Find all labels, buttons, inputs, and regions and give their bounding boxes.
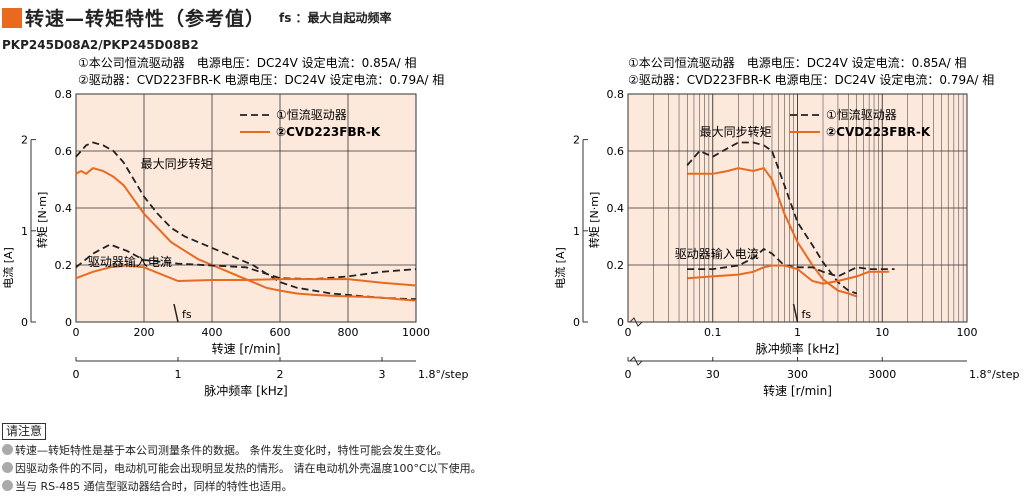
fs-note: fs ：最大自起动频率 [279, 11, 392, 25]
y-tick-label: 0 [617, 316, 624, 329]
secondary-x-axis-label: 脉冲频率 [kHz] [204, 383, 287, 398]
secondary-x-tick-label: 2 [277, 368, 284, 381]
fs-label: fs [182, 308, 192, 321]
note-line-1: 转速—转矩特性是基于本公司测量条件的数据。 条件发生变化时，特性可能会发生变化。 [2, 442, 482, 460]
plot-frame [75, 93, 417, 323]
bullet-icon [2, 462, 13, 473]
series-constant-current-torque-line [75, 141, 417, 301]
fs-label: fs [802, 308, 812, 321]
step-angle-label: 1.8°/step [418, 368, 469, 381]
torque-axis-label: 转矩 [N·m] [35, 192, 49, 249]
secondary-x-axis-label: 转速 [r/min] [763, 383, 832, 398]
current-axis-label: 电流 [A] [553, 247, 567, 289]
input-current-annotation: 驱动器输入电流 [88, 254, 172, 269]
series-cvd-current-line [687, 264, 889, 285]
secondary-x-tick-label: 1 [175, 368, 182, 381]
secondary-x-tick-label: 3000 [868, 368, 896, 381]
x-axis-label: 转速 [r/min] [212, 341, 281, 356]
title-row: 转速—转矩特性（参考值） fs ：最大自起动频率 [2, 4, 392, 31]
legend-label: ①恒流驱动器 [826, 108, 897, 122]
legend-label: ②CVD223FBR-K [826, 125, 931, 139]
fs-marker-line [173, 303, 179, 323]
y-tick-label: 0.4 [607, 202, 625, 215]
x-axis-label: 脉冲频率 [kHz] [756, 341, 839, 356]
y-tick-label: 0.6 [607, 145, 625, 158]
series-constant-current-current-line [75, 243, 417, 281]
series-cvd-torque-line [687, 166, 858, 298]
y-tick-label: 0.8 [55, 88, 73, 101]
y-tick-label: 0.6 [55, 145, 73, 158]
note-line-2: 因驱动条件的不同，电动机可能会出现明显发热的情形。 请在电动机外壳温度100°C… [2, 460, 482, 478]
y-tick-label: 0.2 [607, 259, 625, 272]
x-tick-label: 1000 [402, 326, 430, 339]
current-tick-label: 0 [21, 316, 28, 329]
series-cvd-current-line [75, 264, 417, 287]
x-tick-label: 0 [625, 326, 632, 339]
legend-label: ①恒流驱动器 [276, 108, 347, 122]
current-tick-label: 0 [573, 316, 580, 329]
current-tick-label: 1 [21, 225, 28, 238]
legend-label: ②CVD223FBR-K [276, 125, 381, 139]
x-tick-label: 600 [270, 326, 291, 339]
secondary-x-tick-label: 30 [706, 368, 720, 381]
pullout-torque-annotation: 最大同步转矩 [700, 124, 772, 139]
x-tick-label: 0 [73, 326, 80, 339]
bullet-icon [2, 444, 13, 455]
title-marker [2, 7, 22, 28]
series-constant-current-current-line [687, 247, 895, 278]
condition-text: ①本公司恒流驱动器 电源电压：DC24V 设定电流：0.85A/ 相 [628, 55, 966, 70]
fs-marker-line [792, 303, 799, 323]
note-line-3: 当与 RS-485 通信型驱动器结合时，同样的特性也适用。 [2, 478, 482, 496]
x-tick-label: 100 [957, 326, 978, 339]
current-tick-label: 1 [573, 225, 580, 238]
x-tick-label: 1 [794, 326, 801, 339]
current-tick-label: 2 [21, 134, 28, 147]
y-tick-label: 0.4 [55, 202, 73, 215]
y-tick-label: 0.2 [55, 259, 73, 272]
charts-svg: ①本公司恒流驱动器 电源电压：DC24V 设定电流：0.85A/ 相 ②驱动器：C… [1, 55, 1020, 398]
x-tick-label: 400 [202, 326, 223, 339]
torque-axis-label: 转矩 [N·m] [587, 192, 601, 249]
page-title: 转速—转矩特性（参考值） [25, 8, 266, 30]
condition-text: ①本公司恒流驱动器 电源电压：DC24V 设定电流：0.85A/ 相 [78, 55, 416, 70]
secondary-x-tick-label: 0 [73, 368, 80, 381]
x-tick-label: 200 [134, 326, 155, 339]
step-angle-label: 1.8°/step [969, 368, 1020, 381]
axis-break-mark [629, 317, 643, 327]
secondary-x-tick-label: 300 [787, 368, 808, 381]
condition-text: ②驱动器：CVD223FBR-K 电源电压：DC24V 设定电流：0.79A/ … [78, 72, 444, 87]
condition-text: ②驱动器：CVD223FBR-K 电源电压：DC24V 设定电流：0.79A/ … [628, 72, 994, 87]
bullet-icon [2, 480, 13, 491]
secondary-x-tick-label: 0 [625, 368, 632, 381]
current-axis-label: 电流 [A] [1, 247, 15, 289]
x-tick-label: 0.1 [704, 326, 722, 339]
axis-break-mark [629, 356, 643, 366]
pullout-torque-annotation: 最大同步转矩 [141, 156, 213, 171]
secondary-x-tick-label: 3 [379, 368, 386, 381]
y-tick-label: 0 [65, 316, 72, 329]
x-tick-label: 800 [338, 326, 359, 339]
notes-heading: 请注意 [2, 423, 47, 440]
x-tick-label: 10 [875, 326, 889, 339]
model-number: PKP245D08A2/PKP245D08B2 [2, 38, 199, 52]
y-tick-label: 0.8 [607, 88, 625, 101]
notes-section: 请注意 转速—转矩特性是基于本公司测量条件的数据。 条件发生变化时，特性可能会发… [2, 423, 482, 496]
input-current-annotation: 驱动器输入电流 [675, 246, 759, 261]
current-tick-label: 2 [573, 134, 580, 147]
